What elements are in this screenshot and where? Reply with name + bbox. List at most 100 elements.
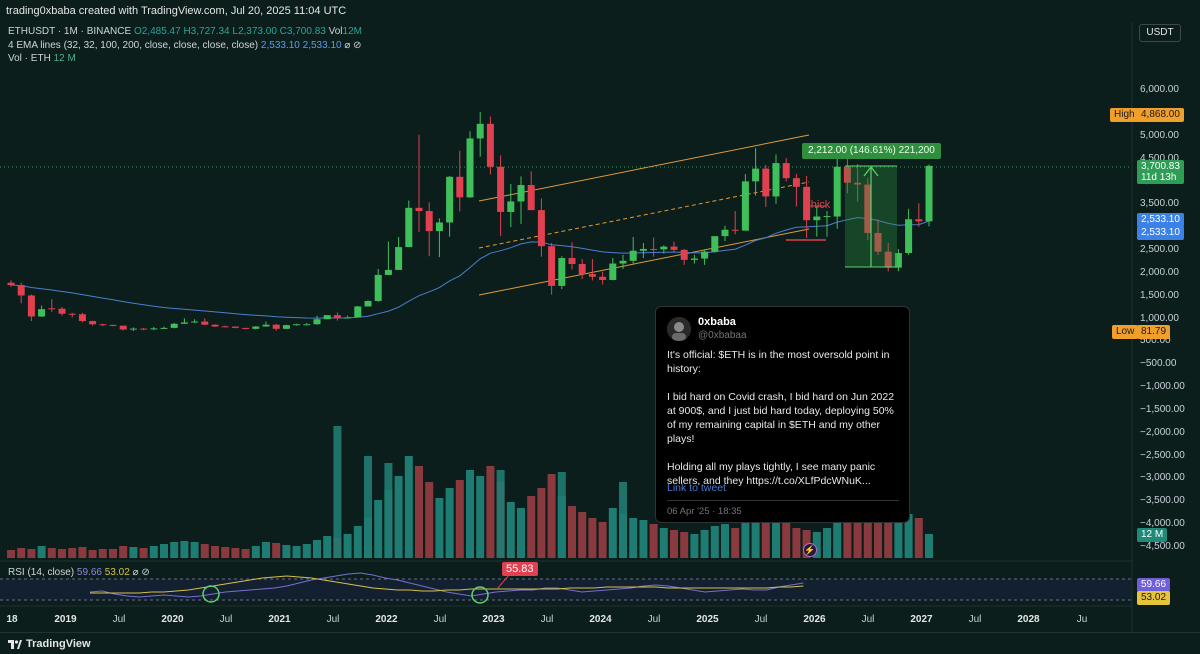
volume-bar xyxy=(843,518,852,558)
candle-body xyxy=(486,123,494,167)
candle-body xyxy=(374,274,382,301)
volume-bar xyxy=(588,518,597,558)
volume-bar xyxy=(404,456,413,558)
candle-body xyxy=(680,249,688,260)
measure-arrowhead xyxy=(863,166,879,177)
price-axis-label: 2,000.00 xyxy=(1140,266,1179,278)
volume-bar xyxy=(17,548,26,558)
rsi-oversold-circle xyxy=(202,585,220,603)
candle-body xyxy=(415,207,423,212)
vol-label: Vol xyxy=(328,26,343,37)
last-price-value: 3,700.83 xyxy=(1141,161,1180,172)
lightning-icon[interactable]: ⚡ xyxy=(803,543,817,557)
candle-body xyxy=(466,138,474,198)
candle-body xyxy=(425,211,433,232)
time-axis-label: 2024 xyxy=(589,614,612,625)
ohlc-legend: ETHUSDT · 1M · BINANCE O2,485.47 H3,727.… xyxy=(8,26,362,37)
volume-bar xyxy=(190,542,199,558)
candle-body xyxy=(262,324,270,327)
currency-button[interactable]: USDT xyxy=(1139,24,1181,42)
volume-bar xyxy=(466,470,474,558)
candle-body xyxy=(476,123,484,139)
rsi-label: RSI (14, close) xyxy=(8,567,75,578)
volume-bar xyxy=(649,524,658,558)
thick-label: Thick xyxy=(804,199,831,211)
candle-body xyxy=(333,315,341,319)
ema-value-2: 2,533.10 xyxy=(302,40,342,51)
candle-body xyxy=(180,322,188,324)
ema-tag-1: 2,533.10 xyxy=(1137,213,1184,227)
volume-legend[interactable]: Vol · ETH 12 M xyxy=(8,53,76,64)
candle-body xyxy=(843,166,851,183)
candle-body xyxy=(527,185,535,211)
rsi-settings-icon[interactable]: ⌀ ⊘ xyxy=(132,567,150,578)
candle-body xyxy=(823,216,831,218)
rsi-value: 59.66 xyxy=(76,567,102,578)
candle-body xyxy=(741,181,749,231)
volume-bar xyxy=(568,506,576,558)
candle-body xyxy=(925,165,933,222)
volume-bar xyxy=(241,549,250,558)
volume-bar xyxy=(98,549,107,558)
time-axis-label: Jul xyxy=(968,614,982,625)
volume-bar xyxy=(323,536,332,558)
volume-bar xyxy=(914,518,923,558)
volume-bar xyxy=(792,528,801,558)
candle-body xyxy=(772,163,780,197)
volume-bar xyxy=(119,546,128,558)
price-axis-label: 1,500.00 xyxy=(1140,289,1179,301)
candle-body xyxy=(68,313,76,315)
tweet-card[interactable]: 0xbaba @0xbabaa It's official: $ETH is i… xyxy=(655,306,910,523)
candle-body xyxy=(813,216,821,221)
volume-bar xyxy=(741,518,750,558)
candle-body xyxy=(864,184,872,233)
tweet-handle: @0xbabaa xyxy=(698,330,747,341)
volume-bar xyxy=(894,522,903,558)
volume-bar xyxy=(884,516,893,558)
volume-bar xyxy=(302,544,311,558)
candle-body xyxy=(17,284,25,296)
last-price-tag: 3,700.83 11d 13h xyxy=(1137,160,1184,184)
price-axis-label: −3,000.00 xyxy=(1140,472,1185,484)
candle-body xyxy=(752,168,760,182)
price-axis-label: 500.00 xyxy=(1140,335,1171,347)
ema-settings-icon[interactable]: ⌀ ⊘ xyxy=(344,40,362,51)
credit-text: trading0xbaba created with TradingView.c… xyxy=(6,5,347,17)
candle-body xyxy=(507,201,515,212)
tweet-link[interactable]: Link to tweet xyxy=(667,482,726,494)
ema-legend[interactable]: 4 EMA lines (32, 32, 100, 200, close, cl… xyxy=(8,40,362,51)
rsi-legend[interactable]: RSI (14, close) 59.66 53.02 ⌀ ⊘ xyxy=(8,567,150,578)
volume-bar xyxy=(231,548,240,558)
vol-eth-label: Vol · ETH xyxy=(8,53,51,64)
candle-body xyxy=(609,263,617,280)
candle-body xyxy=(27,295,35,317)
volume-bar xyxy=(455,480,464,558)
volume-bar xyxy=(180,541,189,558)
candle-body xyxy=(293,324,301,326)
channel-mid-line xyxy=(478,181,810,249)
time-axis-label: 2022 xyxy=(375,614,398,625)
volume-bar xyxy=(415,466,423,558)
candle-body xyxy=(201,321,209,325)
candle-body xyxy=(639,248,647,251)
volume-bar xyxy=(7,550,15,558)
candle-body xyxy=(7,282,15,285)
volume-bar xyxy=(608,508,617,558)
volume-bar xyxy=(78,547,87,558)
candle-body xyxy=(517,185,525,202)
volume-bar xyxy=(27,549,36,558)
volume-bar xyxy=(170,542,179,558)
volume-bar xyxy=(629,518,638,558)
high-value: H3,727.34 xyxy=(183,26,230,37)
candle-body xyxy=(721,229,729,237)
time-axis-label: Jul xyxy=(112,614,126,625)
candle-body xyxy=(578,263,586,275)
candle-body xyxy=(874,232,882,252)
price-axis-label: 1,000.00 xyxy=(1140,312,1179,324)
close-value: C3,700.83 xyxy=(279,26,326,37)
tweet-date: 06 Apr '25 · 18:35 xyxy=(667,506,742,517)
ema-value-1: 2,533.10 xyxy=(260,40,300,51)
volume-bar xyxy=(221,547,230,558)
volume-bar xyxy=(557,472,566,558)
volume-bar xyxy=(751,512,760,558)
